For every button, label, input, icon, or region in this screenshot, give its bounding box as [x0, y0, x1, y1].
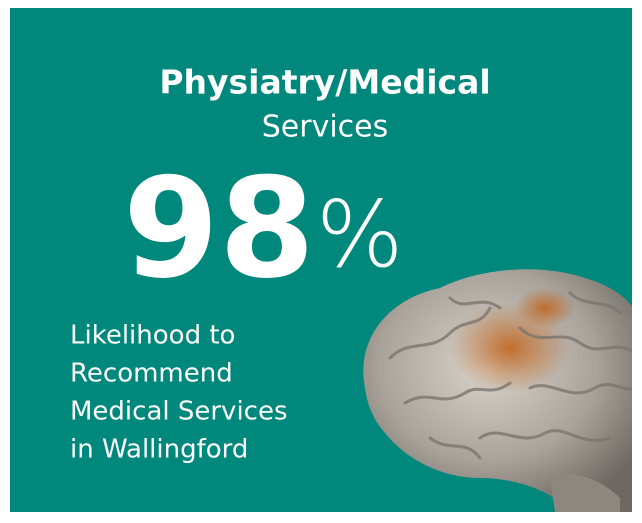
stat-number: 98 [123, 148, 315, 309]
card-art: Physiatry/Medical Services 98 % Likeliho… [10, 8, 632, 512]
stat-unit: % [316, 181, 403, 288]
description-line: in Wallingford [70, 435, 248, 465]
description-line: Recommend [70, 359, 233, 389]
subtitle: Services [262, 110, 389, 145]
description-line: Likelihood to [70, 321, 235, 351]
description: Likelihood to Recommend Medical Services in… [70, 321, 288, 465]
description-line: Medical Services [70, 397, 288, 427]
title: Physiatry/Medical [159, 63, 490, 102]
page: Physiatry/Medical Services 98 % Likeliho… [0, 0, 642, 523]
info-card: Physiatry/Medical Services 98 % Likeliho… [10, 8, 632, 512]
brain-illustration [363, 269, 632, 512]
